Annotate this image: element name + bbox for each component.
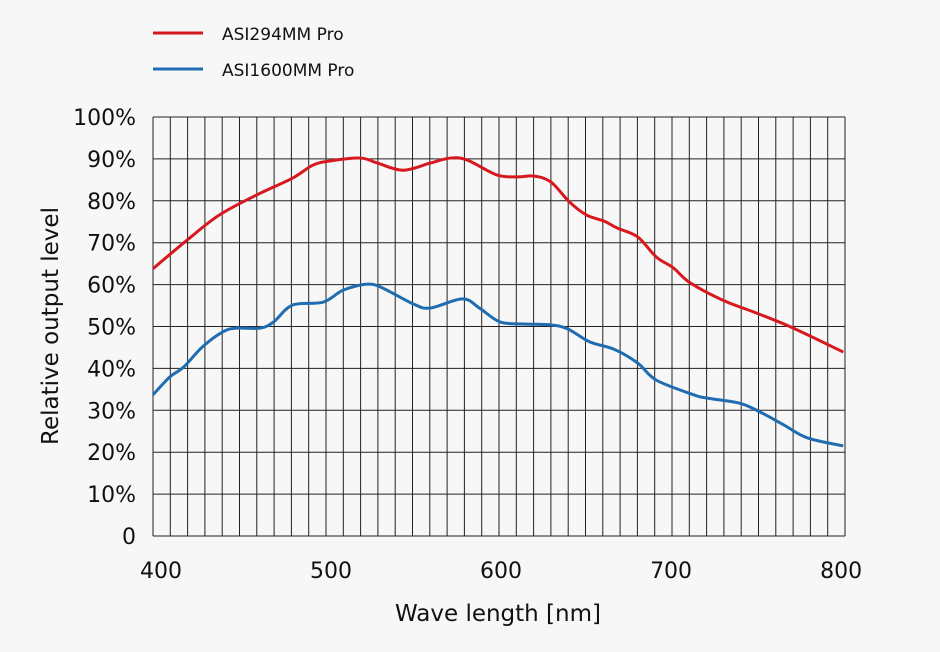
- y-tick-label: 0: [122, 525, 136, 550]
- y-tick-label: 20%: [87, 441, 136, 466]
- y-tick-label: 50%: [87, 316, 136, 341]
- series-line-1: [151, 282, 844, 448]
- y-tick-label: 100%: [73, 106, 136, 131]
- grid: [152, 116, 846, 537]
- y-tick-label: 40%: [87, 357, 136, 382]
- y-tick-label: 60%: [87, 274, 136, 299]
- legend-label-0: ASI294MM Pro: [222, 25, 344, 45]
- series-line-0: [152, 156, 844, 354]
- y-tick-label: 80%: [87, 190, 136, 215]
- legend: ASI294MM Pro ASI1600MM Pro: [153, 25, 354, 81]
- legend-label-1: ASI1600MM Pro: [222, 61, 354, 81]
- y-axis-label: Relative output level: [38, 207, 64, 445]
- series-lines: [151, 156, 844, 448]
- x-tick-label: 600: [480, 559, 522, 584]
- x-tick-label: 500: [310, 559, 352, 584]
- x-tick-label: 800: [820, 559, 862, 584]
- x-tick-label: 700: [650, 559, 692, 584]
- y-tick-label: 90%: [87, 148, 136, 173]
- y-tick-label: 70%: [87, 232, 136, 257]
- y-axis-ticks: 0 10% 20% 30% 40% 50% 60% 70% 80% 90% 100%: [73, 106, 136, 550]
- x-axis-ticks: 400 500 600 700 800: [140, 559, 862, 584]
- x-tick-label: 400: [140, 559, 182, 584]
- y-tick-label: 30%: [87, 399, 136, 424]
- y-tick-label: 10%: [87, 483, 136, 508]
- x-axis-label: Wave length [nm]: [395, 601, 601, 627]
